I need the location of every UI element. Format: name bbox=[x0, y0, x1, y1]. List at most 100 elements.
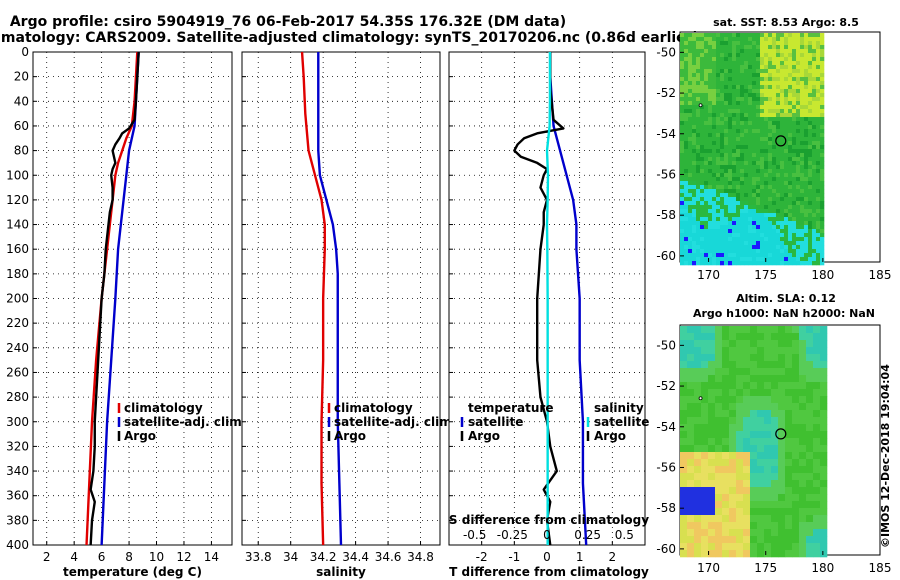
y-tick-label: 120 bbox=[6, 193, 29, 207]
map-x-tick-label: 170 bbox=[697, 561, 720, 575]
y-tick-label: 0 bbox=[21, 45, 29, 59]
plot-frame bbox=[241, 51, 441, 546]
legend-label: Argo bbox=[594, 429, 626, 443]
map-title: sat. SST: 8.53 Argo: 8.5 bbox=[713, 16, 859, 29]
float-point bbox=[698, 396, 703, 401]
x-tick-label: 14 bbox=[204, 550, 219, 564]
float-point bbox=[698, 103, 703, 108]
map-y-tick-label: -52 bbox=[656, 86, 676, 100]
map-y-tick-label: -58 bbox=[656, 501, 676, 515]
map-y-tick-label: -52 bbox=[656, 379, 676, 393]
argo-position-marker bbox=[775, 428, 787, 440]
temperature-panel: 0 20 40 60 80 100 120 140 160 180 200 220 240 260 280 3… bbox=[6, 45, 246, 579]
y-tick-label: 160 bbox=[6, 242, 29, 256]
x-tick-label: 34.6 bbox=[375, 550, 402, 564]
series-satellite-adj-clim- bbox=[317, 52, 343, 546]
title-line-2: Climatology: CARS2009. Satellite-adjuste… bbox=[0, 30, 699, 46]
map-x-tick-label: 185 bbox=[869, 561, 892, 575]
top-tick-label: 0.25 bbox=[574, 528, 601, 542]
x-tick-label: 10 bbox=[149, 550, 164, 564]
legend-label: climatology bbox=[124, 401, 203, 415]
y-tick-label: 340 bbox=[6, 464, 29, 478]
y-tick-label: 280 bbox=[6, 390, 29, 404]
x-tick-label: 2 bbox=[43, 550, 51, 564]
map-x-tick-label: 180 bbox=[811, 268, 834, 282]
map-y-tick-label: -54 bbox=[656, 420, 676, 434]
x-axis-label: salinity bbox=[316, 565, 366, 579]
map-y-tick-label: -58 bbox=[656, 208, 676, 222]
y-tick-label: 40 bbox=[14, 94, 29, 108]
map-x-tick-label: 175 bbox=[754, 561, 777, 575]
legend-label: satellite bbox=[594, 415, 649, 429]
legend-label: satellite bbox=[468, 415, 523, 429]
argo-position-marker bbox=[775, 135, 787, 147]
sst-map-panel: sat. SST: 8.53 Argo: 8.5 170 175 180 185 -50 -… bbox=[656, 16, 891, 282]
x-tick-label: 12 bbox=[176, 550, 191, 564]
y-tick-label: 240 bbox=[6, 341, 29, 355]
x-axis-label: temperature (deg C) bbox=[63, 565, 202, 579]
legend-label: satellite-adj. clim. bbox=[124, 415, 246, 429]
y-tick-label: 300 bbox=[6, 415, 29, 429]
legend-label: Argo bbox=[468, 429, 500, 443]
y-tick-label: 360 bbox=[6, 489, 29, 503]
map-y-tick-label: -60 bbox=[656, 249, 676, 263]
map-y-tick-label: -54 bbox=[656, 127, 676, 141]
map-subtitle: Argo h1000: NaN h2000: NaN bbox=[693, 307, 875, 320]
y-tick-label: 200 bbox=[6, 292, 29, 306]
map-raster bbox=[680, 33, 825, 266]
x-tick-label: 4 bbox=[70, 550, 78, 564]
series-climatology bbox=[300, 51, 326, 546]
title-line-1: Argo profile: csiro 5904919_76 06-Feb-20… bbox=[10, 14, 566, 30]
y-tick-label: 320 bbox=[6, 439, 29, 453]
imos-watermark: ©IMOS 12-Dec-2018 19:04:04 bbox=[879, 364, 892, 548]
x-tick-label: 34.4 bbox=[342, 550, 369, 564]
x-axis-label: T difference from climatology bbox=[449, 565, 649, 579]
map-y-tick-label: -56 bbox=[656, 460, 676, 474]
x-tick-label: 34.8 bbox=[407, 550, 434, 564]
map-y-tick-label: -50 bbox=[656, 338, 676, 352]
y-tick-label: 260 bbox=[6, 365, 29, 379]
top-tick-label: 0 bbox=[543, 528, 551, 542]
map-x-tick-label: 185 bbox=[869, 268, 892, 282]
y-tick-label: 140 bbox=[6, 218, 29, 232]
x-tick-label: 2 bbox=[609, 550, 617, 564]
x-tick-label: -1 bbox=[508, 550, 520, 564]
map-title: Altim. SLA: 0.12 bbox=[736, 292, 836, 305]
top-tick-label: 0.5 bbox=[615, 528, 634, 542]
series-climatology bbox=[85, 51, 139, 546]
y-tick-label: 100 bbox=[6, 168, 29, 182]
y-tick-label: 80 bbox=[14, 144, 29, 158]
legend-label: satellite-adj. clim. bbox=[334, 415, 456, 429]
legend-heading: temperature bbox=[468, 401, 553, 415]
legend-heading: salinity bbox=[594, 401, 644, 415]
top-tick-label: -0.5 bbox=[463, 528, 486, 542]
y-tick-label: 400 bbox=[6, 538, 29, 552]
series-salinity-satellite bbox=[545, 52, 552, 545]
y-tick-label: 60 bbox=[14, 119, 29, 133]
y-tick-label: 380 bbox=[6, 513, 29, 527]
x-tick-label: -2 bbox=[476, 550, 488, 564]
map-y-tick-label: -50 bbox=[656, 45, 676, 59]
map-raster bbox=[680, 326, 828, 558]
sla-map-panel: Altim. SLA: 0.12 Argo h1000: NaN h2000: N… bbox=[656, 292, 891, 575]
x-tick-label: 6 bbox=[98, 550, 106, 564]
y-tick-label: 180 bbox=[6, 267, 29, 281]
map-x-tick-label: 175 bbox=[754, 268, 777, 282]
top-axis-label: S difference from climatology bbox=[449, 513, 649, 527]
difference-panel: -2 -1 0 1 2T difference from climatology S di… bbox=[448, 51, 649, 579]
x-tick-label: 34 bbox=[283, 550, 298, 564]
map-x-tick-label: 170 bbox=[697, 268, 720, 282]
map-y-tick-label: -60 bbox=[656, 542, 676, 556]
legend-label: climatology bbox=[334, 401, 413, 415]
y-tick-label: 20 bbox=[14, 70, 29, 84]
series-argo bbox=[89, 51, 140, 546]
salinity-panel: 33.8 34 34.2 34.4 34.6 34.8 salinity climatolog… bbox=[241, 51, 456, 579]
x-tick-label: 33.8 bbox=[245, 550, 272, 564]
x-tick-label: 8 bbox=[125, 550, 133, 564]
x-tick-label: 1 bbox=[576, 550, 584, 564]
y-tick-label: 220 bbox=[6, 316, 29, 330]
legend-label: Argo bbox=[124, 429, 156, 443]
map-x-tick-label: 180 bbox=[811, 561, 834, 575]
top-tick-label: -0.25 bbox=[497, 528, 528, 542]
